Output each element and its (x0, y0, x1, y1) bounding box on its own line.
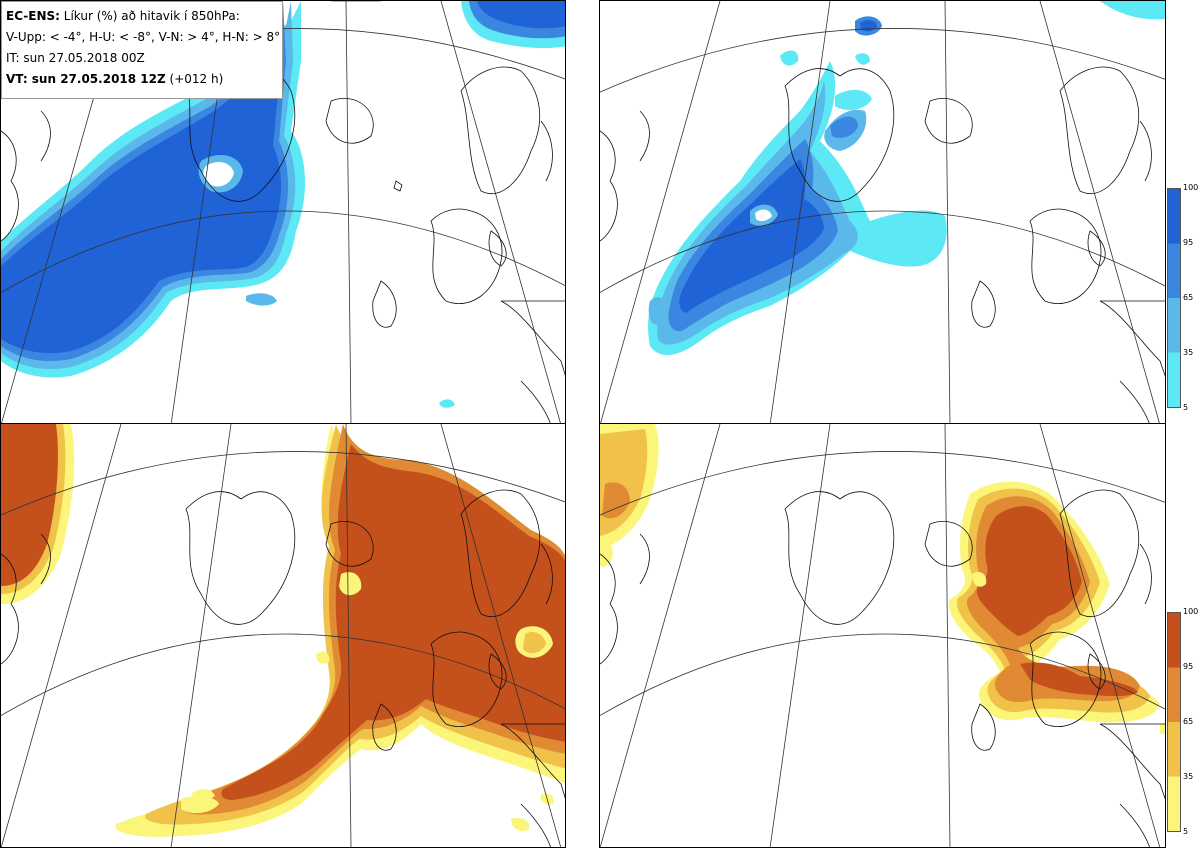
colorbar-warm-tick-65: 65 (1183, 717, 1194, 726)
info-title-bold: EC-ENS: (6, 9, 60, 23)
colorbar-cold (1167, 188, 1181, 408)
warm-anomaly-map-east (600, 424, 1165, 847)
colorbar-cold-tick-100: 100 (1183, 183, 1199, 192)
map-panel-top-left: EC-ENS: Líkur (%) að hitavik í 850hPa: V… (0, 0, 566, 424)
colorbar-warm (1167, 612, 1181, 832)
info-line-valid-time: VT: sun 27.05.2018 12Z (+012 h) (6, 69, 278, 90)
colorbar-warm-tick-95: 95 (1183, 662, 1194, 671)
graticule (1, 424, 565, 847)
colorbar-warm-tick-5: 5 (1183, 827, 1189, 836)
info-line-thresholds: V-Upp: < -4°, H-U: < -8°, V-N: > 4°, H-N… (6, 30, 281, 44)
colorbar-cold-tick-35: 35 (1183, 348, 1194, 357)
info-valid-lead: (+012 h) (165, 72, 224, 86)
probability-field (600, 424, 1165, 734)
map-panel-bottom-left (0, 423, 566, 848)
cold-anomaly-map-west (1, 1, 565, 423)
colorbar-warm-tick-35: 35 (1183, 772, 1194, 781)
colorbar-cold-tick-5: 5 (1183, 403, 1189, 412)
colorbar-warm-tick-100: 100 (1183, 607, 1199, 616)
forecast-info-box: EC-ENS: Líkur (%) að hitavik í 850hPa: V… (1, 1, 283, 99)
colorbar-cold-tick-65: 65 (1183, 293, 1194, 302)
graticule (600, 424, 1165, 847)
info-title-text: Líkur (%) að hitavik í 850hPa: (59, 9, 240, 23)
coastlines (1, 489, 565, 847)
cold-anomaly-map-east (600, 1, 1165, 423)
graticule (600, 1, 1165, 423)
info-line-init-time: IT: sun 27.05.2018 00Z (6, 51, 145, 65)
map-panel-top-right (599, 0, 1166, 424)
coastlines (600, 489, 1165, 847)
probability-field (1, 424, 565, 837)
probability-field (1, 1, 565, 408)
warm-anomaly-map-west (1, 424, 565, 847)
map-panel-bottom-right (599, 423, 1166, 848)
info-line-title: EC-ENS: Líkur (%) að hitavik í 850hPa: (6, 6, 278, 27)
coastlines (600, 66, 1165, 423)
info-valid-bold: VT: sun 27.05.2018 12Z (6, 72, 166, 86)
colorbar-cold-tick-95: 95 (1183, 238, 1194, 247)
probability-field (648, 1, 1165, 356)
